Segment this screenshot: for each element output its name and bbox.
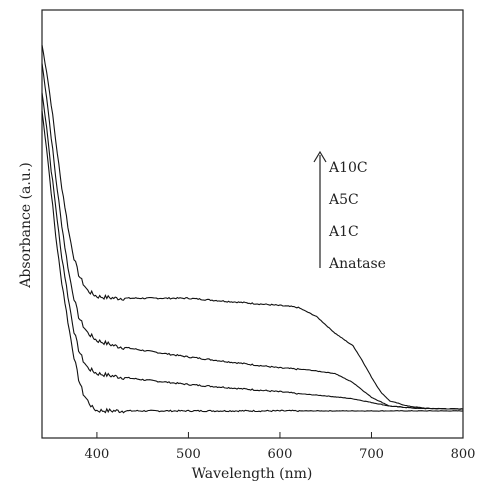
series-line-anatase (41, 111, 464, 414)
plot-frame (41, 9, 464, 439)
x-tick-label-800: 800 (451, 447, 476, 462)
x-axis-title: Wavelength (nm) (192, 466, 313, 482)
x-tick-label-500: 500 (176, 447, 201, 462)
x-tick-label-600: 600 (268, 447, 293, 462)
legend: A10C A5C A1C Anatase (313, 150, 386, 272)
series-line-a10c (41, 44, 463, 410)
y-axis-title: Absorbance (a.u.) (18, 162, 34, 288)
legend-arrow-head-icon (313, 150, 327, 163)
x-tick-labels: 400 500 600 700 800 (84, 447, 475, 462)
x-tick-label-700: 700 (359, 447, 384, 462)
x-ticks (96, 432, 464, 438)
legend-entry-a5c: A5C (328, 192, 359, 208)
series-layer (41, 44, 464, 414)
legend-entry-a1c: A1C (328, 224, 359, 240)
legend-entry-a10c: A10C (328, 160, 368, 176)
series-line-a5c (41, 63, 464, 410)
x-tick-label-400: 400 (84, 447, 109, 462)
series-line-a1c (41, 92, 464, 410)
legend-entry-anatase: Anatase (328, 256, 386, 272)
